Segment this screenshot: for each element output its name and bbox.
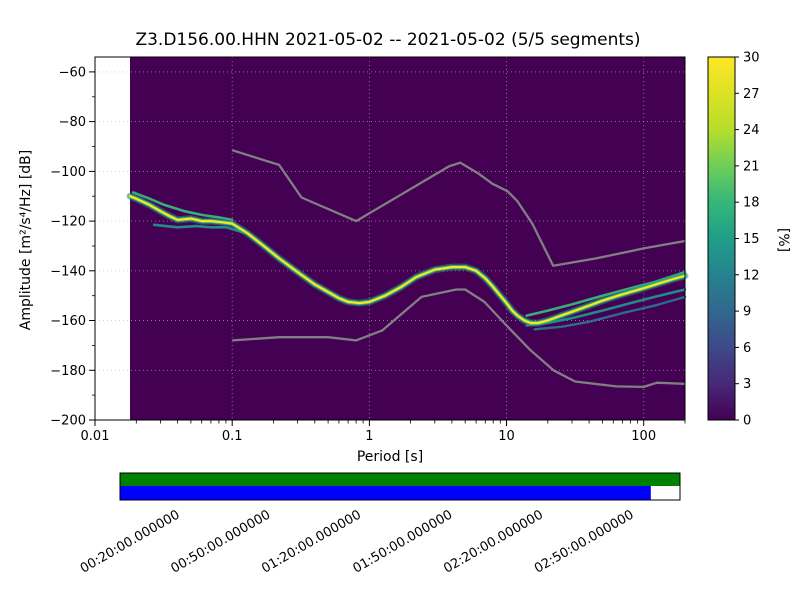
psd-branch-short-period-lower	[152, 223, 245, 234]
y-axis-title: Amplitude [m²/s⁴/Hz] [dB]	[18, 150, 34, 330]
plot-layer: 0.01 0.1 1 10 100 −60 −80 −100 −120 −140 −160 −180 −…	[50, 51, 759, 445]
timeline-tick-label: 02:50:00.000000	[532, 507, 637, 576]
y-tick-label: −200	[50, 414, 86, 429]
y-tick-label: −60	[59, 65, 86, 80]
colorbar-tick-label: 30	[743, 51, 760, 66]
x-tick-label: 10	[498, 429, 515, 444]
colorbar-unit-label: [%]	[775, 228, 791, 252]
noise-model-high	[231, 149, 686, 267]
x-tick-label: 0.01	[81, 429, 110, 444]
timeline-tick-label: 01:50:00.000000	[351, 507, 456, 576]
chart-title: Z3.D156.00.HHN 2021-05-02 -- 2021-05-02 …	[135, 30, 640, 50]
y-tick-label: −180	[50, 364, 86, 379]
x-tick-label: 1	[365, 429, 373, 444]
colorbar-tick-label: 21	[743, 159, 760, 174]
x-tick-label: 0.1	[222, 429, 243, 444]
colorbar-tick-label: 3	[743, 377, 751, 392]
timeline-gap	[650, 486, 680, 500]
colorbar-tick-label: 15	[743, 232, 760, 247]
y-tick-label: −100	[50, 165, 86, 180]
psd-histogram-background	[130, 57, 685, 420]
noise-model-low	[232, 288, 686, 389]
x-tick-label: 100	[631, 429, 656, 444]
colorbar-tick-label: 27	[743, 87, 760, 102]
axes-frame	[94, 56, 686, 421]
y-tick-label: −80	[59, 115, 86, 130]
colorbar-tick-label: 0	[743, 414, 751, 429]
psd-mode-curve	[128, 195, 687, 325]
y-tick-label: −140	[50, 264, 86, 279]
colorbar-tick-label: 6	[743, 341, 751, 356]
timeline-tick-label: 02:20:00.000000	[441, 507, 546, 576]
x-axis-title: Period [s]	[357, 449, 423, 465]
colorbar-tick-label: 24	[743, 123, 760, 138]
timeline-layer: 00:20:00.00000000:50:00.00000001:20:00.0…	[78, 472, 681, 577]
colorbar-tick-label: 9	[743, 305, 751, 320]
psd-branch-long-period-lower	[533, 295, 687, 331]
timeline-frame	[119, 472, 681, 501]
timeline-tick-label: 01:20:00.000000	[259, 507, 364, 576]
timeline-tick-label: 00:50:00.000000	[169, 507, 274, 576]
timeline-segment-bar	[120, 486, 651, 500]
timeline-tick-label: 00:20:00.000000	[78, 507, 183, 576]
timeline-covered-bar	[120, 473, 680, 486]
colorbar-tick-label: 12	[743, 268, 760, 283]
y-tick-label: −160	[50, 314, 86, 329]
colorbar-tick-label: 18	[743, 196, 760, 211]
psd-branch-short-period-upper	[131, 191, 234, 222]
colorbar-gradient	[707, 56, 736, 421]
y-tick-label: −120	[50, 215, 86, 230]
